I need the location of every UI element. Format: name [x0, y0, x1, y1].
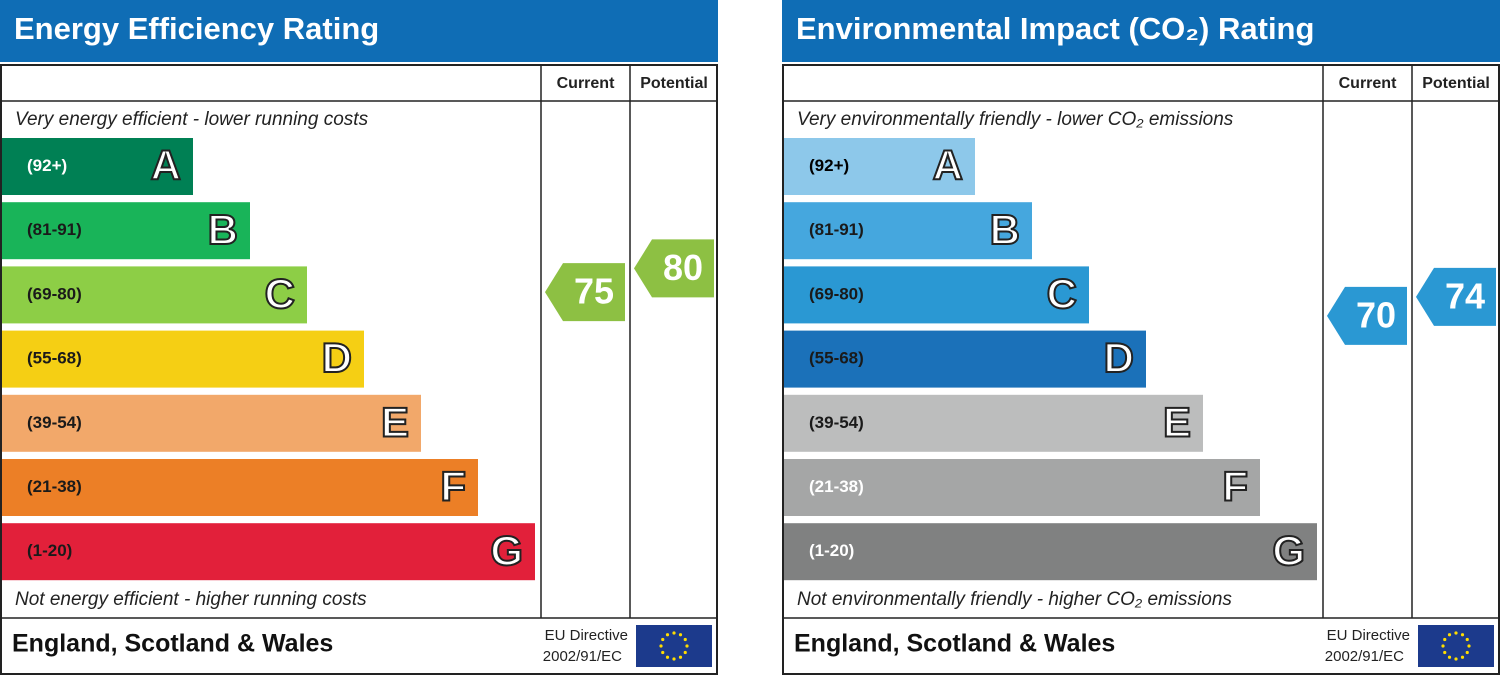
band-range: (1-20)	[27, 541, 72, 560]
band-letter: D	[322, 334, 352, 381]
rating-panel: Energy Efficiency Rating Current Potential…	[0, 0, 718, 675]
rating-band	[784, 523, 1317, 581]
column-header: Current	[557, 75, 615, 92]
column-header: Current	[1339, 75, 1397, 92]
directive-line: 2002/91/EC	[543, 648, 622, 665]
title-bar	[782, 0, 1500, 62]
flag-star	[1443, 650, 1447, 655]
rating-arrow	[1327, 286, 1407, 345]
panel-title: Energy Efficiency Rating	[14, 11, 379, 46]
rating-arrow	[545, 263, 625, 322]
band-range: (1-20)	[809, 541, 854, 560]
band-range: (81-91)	[27, 220, 82, 239]
band-letter: G	[1272, 527, 1305, 574]
column-header: Potential	[640, 75, 708, 92]
directive-line: EU Directive	[1327, 627, 1410, 644]
rating-arrow	[634, 239, 714, 298]
rating-band	[2, 523, 535, 581]
rating-band	[2, 266, 307, 324]
title-bar	[0, 0, 718, 62]
band-letter: F	[1222, 463, 1248, 510]
eu-flag	[636, 625, 712, 667]
rating-band	[784, 394, 1203, 452]
band-letter: F	[440, 463, 466, 510]
band-letter: A	[151, 142, 181, 189]
top-note: Very environmentally friendly - lower CO…	[797, 109, 1234, 130]
band-letter: E	[1163, 398, 1191, 445]
band-range: (69-80)	[27, 284, 82, 303]
band-range: (55-68)	[809, 349, 864, 368]
flag-star	[672, 631, 676, 635]
flag-star	[1460, 655, 1465, 659]
flag-star	[1441, 644, 1445, 648]
flag-star	[1447, 655, 1452, 659]
rating-band	[2, 202, 250, 260]
band-letter: A	[933, 142, 963, 189]
band-range: (39-54)	[809, 413, 864, 432]
flag-star	[683, 637, 687, 642]
directive-line: 2002/91/EC	[1325, 648, 1404, 665]
directive-line: EU Directive	[545, 627, 628, 644]
rating-band	[2, 394, 421, 452]
band-range: (92+)	[27, 156, 67, 175]
flag-star	[661, 650, 665, 655]
rating-band	[2, 459, 478, 516]
footer-region: England, Scotland & Wales	[794, 630, 1115, 658]
flag-star	[661, 637, 665, 642]
band-range: (55-68)	[27, 349, 82, 368]
rating-band	[784, 202, 1032, 260]
flag-star	[683, 650, 687, 655]
band-letter: B	[208, 206, 238, 253]
band-range: (21-38)	[809, 477, 864, 496]
band-range: (39-54)	[27, 413, 82, 432]
bottom-note: Not environmentally friendly - higher CO…	[797, 589, 1232, 610]
rating-band	[2, 330, 364, 388]
flag-star	[1465, 650, 1469, 655]
flag-star	[1465, 637, 1469, 642]
flag-star	[685, 644, 689, 648]
eu-flag	[1418, 625, 1494, 667]
bottom-note: Not energy efficient - higher running co…	[15, 589, 367, 610]
rating-panel: Environmental Impact (CO₂) Rating Current…	[782, 0, 1500, 675]
rating-arrow	[1416, 267, 1496, 326]
band-range: (81-91)	[809, 220, 864, 239]
rating-band	[784, 459, 1260, 516]
column-header: Potential	[1422, 75, 1490, 92]
rating-value: 80	[663, 247, 703, 288]
band-letter: C	[1047, 270, 1077, 317]
rating-band	[784, 138, 975, 195]
rating-value: 75	[574, 271, 614, 312]
rating-band	[784, 266, 1089, 324]
band-letter: E	[381, 398, 409, 445]
flag-star	[1447, 633, 1452, 637]
flag-star	[678, 633, 683, 637]
flag-star	[1454, 631, 1458, 635]
rating-value: 74	[1445, 275, 1485, 316]
flag-star	[665, 655, 670, 659]
flag-star	[665, 633, 670, 637]
flag-star	[1454, 657, 1458, 661]
band-letter: B	[990, 206, 1020, 253]
flag-star	[678, 655, 683, 659]
flag-star	[1467, 644, 1471, 648]
band-letter: C	[265, 270, 295, 317]
rating-value: 70	[1356, 294, 1396, 335]
flag-star	[1443, 637, 1447, 642]
top-note: Very energy efficient - lower running co…	[15, 109, 369, 130]
band-letter: D	[1104, 334, 1134, 381]
rating-band	[784, 330, 1146, 388]
rating-band	[2, 138, 193, 195]
band-letter: G	[490, 527, 523, 574]
band-range: (69-80)	[809, 284, 864, 303]
flag-star	[1460, 633, 1465, 637]
flag-star	[672, 657, 676, 661]
band-range: (92+)	[809, 156, 849, 175]
band-range: (21-38)	[27, 477, 82, 496]
footer-region: England, Scotland & Wales	[12, 630, 333, 658]
flag-star	[659, 644, 663, 648]
panel-title: Environmental Impact (CO₂) Rating	[796, 11, 1314, 46]
